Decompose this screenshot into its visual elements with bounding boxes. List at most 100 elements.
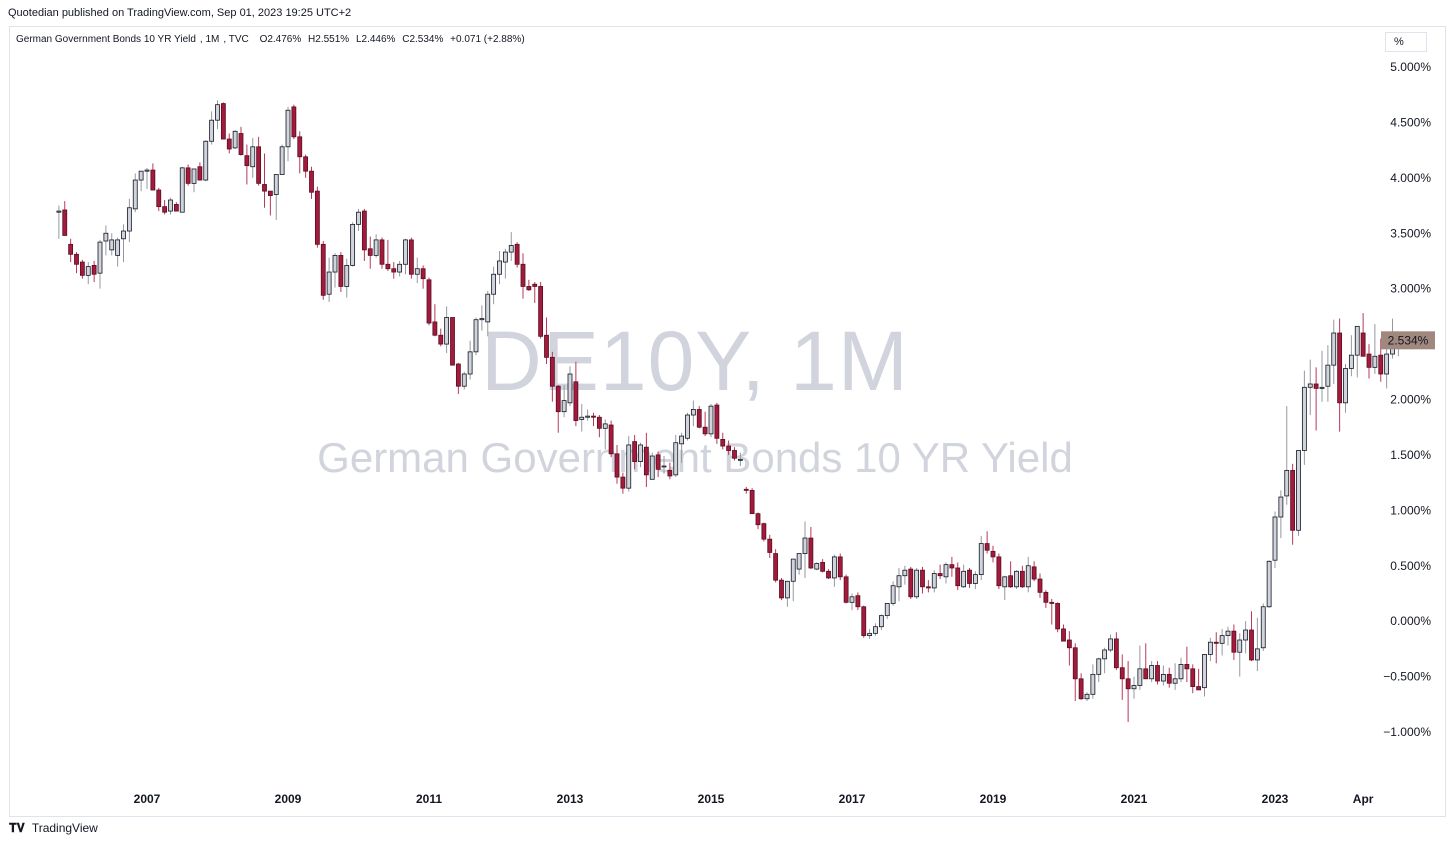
- candle-body: [209, 119, 215, 142]
- candle-body: [796, 553, 802, 570]
- percent-scale-button[interactable]: %: [1385, 32, 1427, 52]
- candle-body: [326, 271, 332, 295]
- candle-body: [1202, 654, 1207, 689]
- candle-body: [1072, 647, 1078, 680]
- candle-body: [1090, 673, 1096, 695]
- x-tick-label: Apr: [1353, 792, 1374, 806]
- candle-body: [690, 409, 696, 416]
- candle-body: [256, 146, 262, 184]
- candle-body: [497, 260, 502, 275]
- y-tick-label: 1.000%: [1390, 503, 1431, 517]
- candle-body: [1055, 603, 1061, 630]
- top-bar: Quotedian published on TradingView.com, …: [0, 0, 1456, 26]
- candle-body: [820, 562, 826, 572]
- candle-body: [1002, 576, 1008, 588]
- candle-body: [626, 444, 632, 489]
- candle-body: [632, 441, 638, 462]
- candle-body: [1031, 566, 1037, 580]
- candle-body: [732, 450, 737, 459]
- candle-body: [1366, 353, 1372, 368]
- candle-body: [1296, 450, 1301, 531]
- candle-body: [103, 232, 109, 242]
- candle-body: [984, 543, 990, 551]
- candle-body: [1331, 332, 1337, 366]
- candle-body: [314, 190, 320, 245]
- candle-body: [361, 210, 367, 251]
- candle-body: [1272, 516, 1278, 561]
- candle-body: [591, 415, 596, 418]
- candle-body: [91, 264, 97, 275]
- candle-body: [573, 381, 579, 421]
- candle-body: [1343, 368, 1348, 404]
- candle-body: [1249, 629, 1254, 661]
- y-tick-label: 3.500%: [1390, 226, 1431, 240]
- candle-body: [1113, 638, 1119, 669]
- candle-body: [291, 106, 297, 138]
- candle-body: [714, 404, 720, 439]
- candle-body: [491, 273, 497, 295]
- candle-body: [567, 373, 573, 404]
- candle-body: [68, 243, 74, 255]
- candle-body: [373, 239, 379, 256]
- candle-body: [1384, 353, 1390, 375]
- y-tick-label: −1.000%: [1383, 725, 1431, 739]
- candle-body: [173, 204, 179, 212]
- candle-body: [1219, 635, 1225, 644]
- candle-body: [1190, 668, 1196, 687]
- candle-body: [544, 334, 549, 358]
- candle-body: [1084, 693, 1090, 700]
- candle-body: [843, 576, 849, 603]
- candle-body: [461, 373, 467, 387]
- candle-body: [1019, 570, 1025, 588]
- candle-body: [309, 170, 314, 193]
- candle-body: [1307, 383, 1313, 388]
- legend-change: +0.071 (+2.88%): [450, 34, 525, 45]
- candle-body: [1278, 496, 1284, 518]
- candle-body: [238, 133, 244, 155]
- candle-body: [784, 580, 790, 599]
- candle-body: [502, 251, 508, 263]
- footer-brand-text: TradingView: [31, 821, 98, 835]
- candle-body: [955, 567, 961, 587]
- candle-body: [920, 569, 925, 588]
- candle-body: [1313, 383, 1319, 389]
- candle-body: [332, 255, 338, 273]
- candle-body: [426, 279, 432, 324]
- candle-body: [949, 564, 955, 569]
- candle-body: [608, 424, 614, 455]
- candle-body: [579, 416, 585, 420]
- candle-body: [790, 558, 796, 582]
- candle-body: [168, 199, 173, 212]
- candle-body: [1166, 673, 1172, 684]
- candle-body: [1125, 678, 1131, 690]
- x-tick-label: 2011: [416, 792, 442, 806]
- candle-body: [379, 239, 385, 265]
- y-tick-label: 4.500%: [1390, 115, 1431, 129]
- candle-body: [279, 146, 285, 175]
- candle-body: [643, 446, 649, 476]
- series-legend: German Government Bonds 10 YR Yield, 1M,…: [16, 34, 529, 45]
- candle-body: [931, 573, 937, 589]
- candle-body: [297, 136, 303, 158]
- candle-body: [1061, 628, 1066, 642]
- y-tick-label: 5.000%: [1390, 60, 1431, 74]
- candle-body: [485, 293, 491, 323]
- candle-body: [614, 453, 620, 478]
- candle-body: [761, 523, 767, 540]
- candle-body: [473, 319, 479, 353]
- candle-body: [1025, 565, 1031, 588]
- candle-body: [937, 573, 943, 577]
- y-tick-label: 0.000%: [1390, 614, 1431, 628]
- last-price-label: 2.534%: [1388, 333, 1429, 347]
- candle-body: [1325, 364, 1331, 387]
- chart-frame[interactable]: [9, 26, 1446, 817]
- candle-body: [62, 209, 68, 236]
- candle-body: [908, 568, 914, 598]
- footer-brand: 𝐓𝐕 TradingView: [9, 821, 98, 836]
- candle-body: [1078, 678, 1084, 700]
- y-tick-label: −0.500%: [1383, 670, 1431, 684]
- candle-body: [438, 334, 444, 345]
- candle-body: [144, 169, 150, 172]
- candle-body: [1143, 668, 1149, 680]
